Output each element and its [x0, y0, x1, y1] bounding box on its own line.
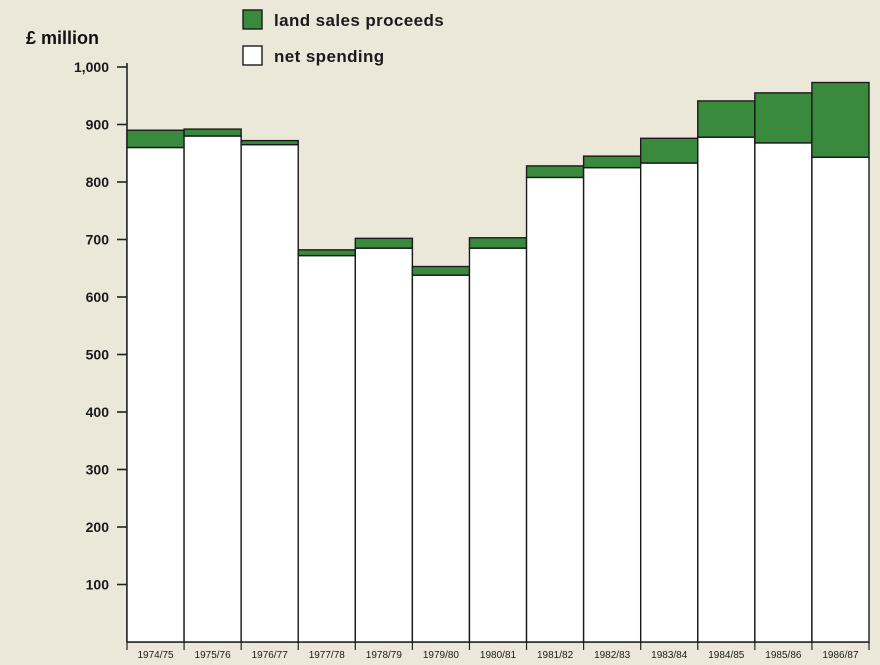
bar-net-spending — [354, 247, 414, 643]
x-tick-label: 1979/80 — [423, 650, 460, 661]
x-tick-label: 1984/85 — [708, 650, 745, 661]
y-tick-label: 500 — [86, 347, 110, 363]
bar-land-sales-proceeds — [183, 128, 242, 137]
bar-net-spending — [240, 143, 299, 643]
y-tick-label: 200 — [86, 519, 110, 535]
x-tick-label: 1983/84 — [651, 650, 688, 661]
bar-net-spending — [411, 274, 471, 643]
legend-label-land-sales-proceeds: land sales proceeds — [274, 11, 444, 30]
x-tick-label: 1980/81 — [480, 650, 517, 661]
bar-land-sales-proceeds — [240, 139, 299, 146]
bar-net-spending — [126, 146, 185, 643]
bar-land-sales-proceeds — [639, 137, 699, 164]
bar-land-sales-proceeds — [297, 249, 357, 257]
bars-layer — [126, 81, 870, 643]
x-tick-label: 1975/76 — [195, 650, 232, 661]
bar-land-sales-proceeds — [697, 100, 756, 138]
legend-label-net-spending: net spending — [274, 47, 385, 66]
bar-net-spending — [183, 135, 242, 643]
y-tick-label: 100 — [86, 577, 110, 593]
y-tick-label: 900 — [86, 117, 110, 133]
x-tick-label: 1974/75 — [137, 650, 174, 661]
x-tick-label: 1977/78 — [309, 650, 346, 661]
bar-net-spending — [297, 254, 357, 643]
x-tick-label: 1985/86 — [765, 650, 802, 661]
x-tick-label: 1981/82 — [537, 650, 574, 661]
y-tick-label: 600 — [86, 289, 110, 305]
bar-land-sales-proceeds — [411, 265, 471, 276]
bar-net-spending — [468, 247, 528, 643]
bar-land-sales-proceeds — [525, 165, 585, 179]
bar-land-sales-proceeds — [354, 237, 414, 249]
axis-layer: 100 200 300 400 500 600 700 800 900 1,000 £ millio… — [26, 28, 870, 661]
y-tick-label: 1,000 — [74, 59, 109, 75]
bar-net-spending — [697, 136, 756, 643]
y-tick-label: 700 — [86, 232, 110, 248]
legend-swatch-land-sales-proceeds — [242, 9, 263, 30]
bar-net-spending — [811, 156, 870, 643]
bar-net-spending — [525, 176, 585, 643]
bar-land-sales-proceeds — [468, 237, 528, 249]
y-tick-label: 800 — [86, 174, 110, 190]
bar-land-sales-proceeds — [582, 155, 642, 169]
bar-net-spending — [582, 166, 642, 643]
x-tick-label: 1986/87 — [822, 650, 859, 661]
bar-net-spending — [639, 162, 699, 643]
bar-land-sales-proceeds — [754, 92, 813, 144]
x-tick-label: 1982/83 — [594, 650, 631, 661]
x-tick-label: 1976/77 — [252, 650, 289, 661]
bar-land-sales-proceeds — [126, 129, 185, 149]
bar-net-spending — [754, 142, 813, 643]
y-tick-label: 400 — [86, 404, 110, 420]
legend-swatch-net-spending — [242, 45, 263, 66]
y-tick-label: 300 — [86, 462, 110, 478]
y-axis-label: £ million — [26, 28, 99, 48]
x-tick-label: 1978/79 — [366, 650, 403, 661]
legend: land sales proceeds net spending — [242, 9, 444, 66]
bar-land-sales-proceeds — [811, 81, 870, 158]
